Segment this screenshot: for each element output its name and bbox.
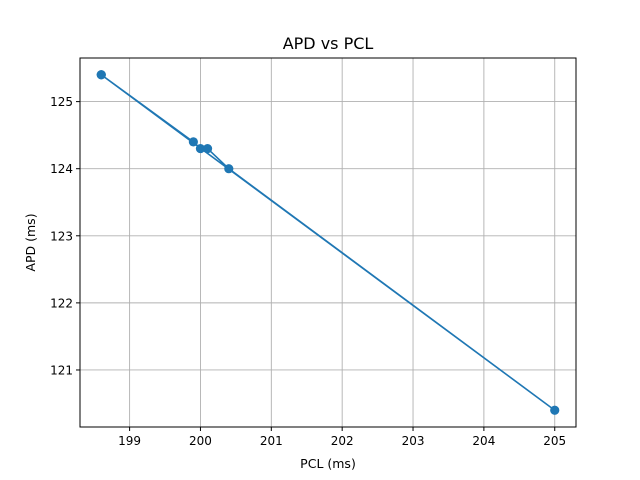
data-point [224,164,234,174]
y-axis-label: APD (ms) [23,213,38,271]
series-layer [96,70,560,415]
x-tick-label: 203 [402,434,425,448]
x-tick-label: 202 [331,434,354,448]
series-line [100,73,556,412]
x-tick-label: 199 [118,434,141,448]
x-tick-label: 201 [260,434,283,448]
y-tick-label: 121 [50,363,73,377]
data-point [188,137,198,147]
x-tick-label: 204 [472,434,495,448]
data-point [550,405,560,415]
tick-layer: 199 200 201 202 203 204 205 121 122 123 124 125 [50,95,566,448]
data-point [96,70,106,80]
data-point [195,143,206,154]
chart-title: APD vs PCL [283,34,374,53]
data-point [202,143,213,154]
axes-frame [79,57,577,428]
grid-layer [80,58,576,427]
y-tick-label: 124 [50,162,73,176]
x-axis-label: PCL (ms) [300,456,356,471]
x-tick-label: 200 [189,434,212,448]
y-tick-label: 123 [50,229,73,243]
y-tick-label: 122 [50,296,73,310]
y-tick-label: 125 [50,95,73,109]
x-tick-label: 205 [543,434,566,448]
